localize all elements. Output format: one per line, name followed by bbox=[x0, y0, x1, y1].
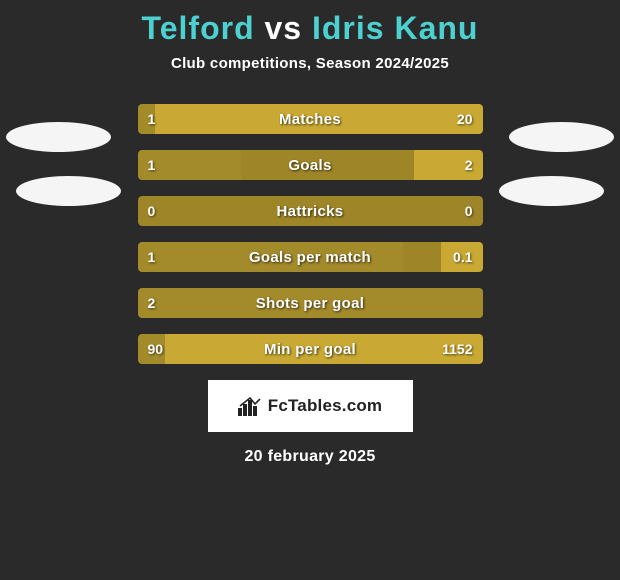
stat-label: Shots per goal bbox=[138, 288, 483, 318]
player2-name: Idris Kanu bbox=[312, 10, 478, 46]
player1-name: Telford bbox=[142, 10, 255, 46]
stat-row: 901152Min per goal bbox=[138, 334, 483, 364]
stat-row: 2Shots per goal bbox=[138, 288, 483, 318]
stat-label: Min per goal bbox=[138, 334, 483, 364]
comparison-title: Telford vs Idris Kanu bbox=[0, 0, 620, 55]
subtitle: Club competitions, Season 2024/2025 bbox=[0, 55, 620, 72]
stats-bars: 120Matches 12Goals 00Hattricks 10.1Goals pe… bbox=[138, 104, 483, 364]
stat-label: Goals bbox=[138, 150, 483, 180]
stat-row: 120Matches bbox=[138, 104, 483, 134]
fctables-icon bbox=[238, 396, 262, 416]
logo-box: FcTables.com bbox=[208, 380, 413, 432]
stat-row: 00Hattricks bbox=[138, 196, 483, 226]
date-text: 20 february 2025 bbox=[0, 448, 620, 466]
stat-label: Goals per match bbox=[138, 242, 483, 272]
stat-row: 10.1Goals per match bbox=[138, 242, 483, 272]
player2-badge-placeholder-2 bbox=[499, 176, 604, 206]
player1-badge-placeholder-2 bbox=[16, 176, 121, 206]
stat-label: Hattricks bbox=[138, 196, 483, 226]
logo-text: FcTables.com bbox=[268, 396, 383, 416]
player2-badge-placeholder bbox=[509, 122, 614, 152]
vs-text: vs bbox=[265, 10, 303, 46]
player1-badge-placeholder bbox=[6, 122, 111, 152]
stat-label: Matches bbox=[138, 104, 483, 134]
stat-row: 12Goals bbox=[138, 150, 483, 180]
